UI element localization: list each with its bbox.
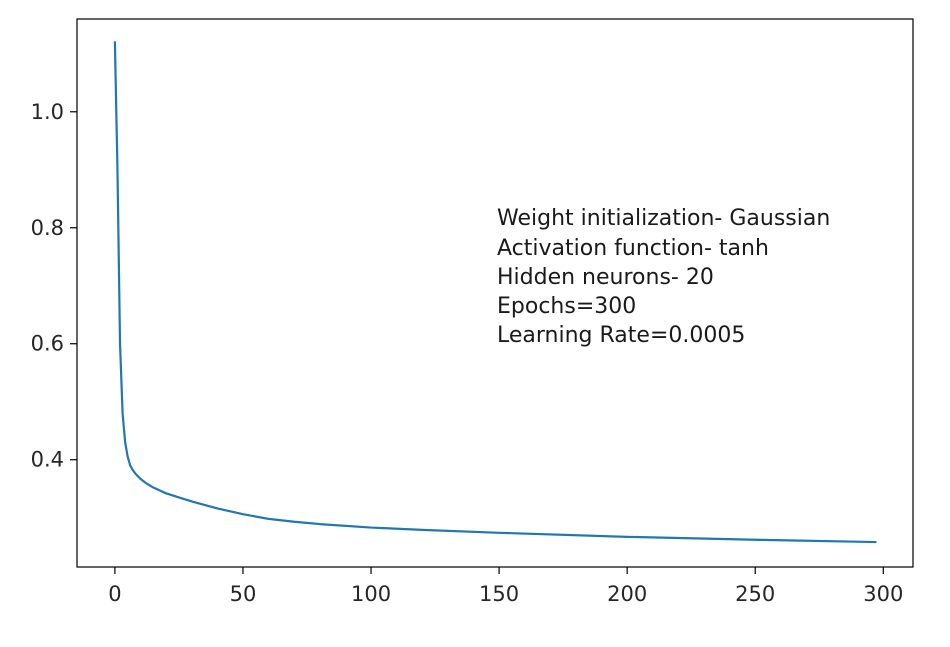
x-tick-label: 0 xyxy=(108,582,121,606)
x-tick-label: 100 xyxy=(351,582,391,606)
y-axis: 0.4 0.6 0.8 1.0 xyxy=(31,100,77,472)
annotation-activation: Activation function- tanh xyxy=(497,236,769,261)
loss-line xyxy=(113,41,877,544)
y-tick-label: 0.4 xyxy=(31,448,64,472)
x-tick-label: 50 xyxy=(230,582,257,606)
x-tick-label: 250 xyxy=(735,582,775,606)
x-tick-label: 300 xyxy=(863,582,903,606)
annotation-epochs: Epochs=300 xyxy=(497,294,636,319)
y-tick-label: 0.8 xyxy=(31,216,64,240)
y-tick-label: 0.6 xyxy=(31,332,64,356)
annotation-weight-init: Weight initialization- Gaussian xyxy=(497,206,830,231)
plot-area xyxy=(76,18,914,568)
annotation-learning-rate: Learning Rate=0.0005 xyxy=(497,323,745,348)
x-axis: 0 50 100 150 200 250 300 xyxy=(108,567,903,606)
y-tick-label: 1.0 xyxy=(31,100,64,124)
x-tick-label: 200 xyxy=(607,582,647,606)
x-tick-label: 150 xyxy=(479,582,519,606)
annotation-hidden-neurons: Hidden neurons- 20 xyxy=(497,265,714,290)
